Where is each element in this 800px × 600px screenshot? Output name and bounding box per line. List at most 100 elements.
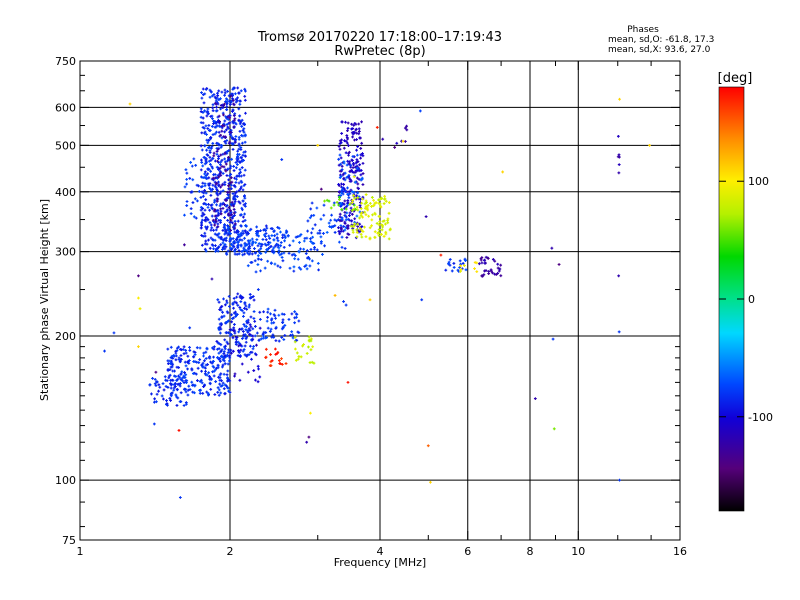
- data-point: [161, 395, 164, 398]
- data-point: [266, 320, 269, 323]
- data-point: [226, 373, 229, 376]
- data-point: [185, 390, 188, 393]
- data-point: [208, 156, 211, 159]
- data-point: [365, 213, 368, 216]
- data-point: [186, 368, 189, 371]
- data-point: [347, 196, 350, 199]
- y-tick-label: 300: [55, 246, 76, 259]
- data-point: [223, 373, 226, 376]
- data-point: [266, 311, 269, 314]
- data-point: [216, 223, 219, 226]
- data-point: [360, 120, 363, 123]
- data-point: [253, 310, 256, 313]
- data-point: [208, 209, 211, 212]
- data-point: [425, 215, 428, 218]
- data-point: [228, 191, 231, 194]
- data-point: [293, 265, 296, 268]
- chart-title: Tromsø 20170220 17:18:00–17:19:43: [257, 30, 502, 45]
- data-point: [323, 200, 326, 203]
- data-point: [189, 161, 192, 164]
- data-point: [244, 150, 247, 153]
- data-point: [243, 213, 246, 216]
- data-point: [355, 149, 358, 152]
- data-point: [254, 379, 257, 382]
- data-point: [129, 103, 132, 106]
- data-point: [253, 247, 256, 250]
- data-point: [475, 261, 478, 264]
- data-point: [499, 264, 502, 267]
- data-point: [316, 249, 319, 252]
- x-tick-label: 6: [464, 545, 471, 558]
- data-point: [306, 352, 309, 355]
- data-point: [185, 364, 188, 367]
- data-point: [376, 126, 379, 129]
- x-tick-label: 16: [673, 545, 687, 558]
- data-point: [292, 240, 295, 243]
- data-point: [220, 130, 223, 133]
- data-point: [176, 366, 179, 369]
- data-point: [186, 200, 189, 203]
- data-point: [242, 199, 245, 202]
- data-point: [224, 303, 227, 306]
- y-tick-label: 400: [55, 186, 76, 199]
- data-point: [222, 298, 225, 301]
- data-point: [212, 173, 215, 176]
- data-point: [257, 254, 260, 257]
- data-point: [269, 353, 272, 356]
- data-point: [218, 301, 221, 304]
- data-point: [201, 149, 204, 152]
- data-point: [342, 300, 345, 303]
- data-point: [395, 142, 398, 145]
- data-point: [383, 195, 386, 198]
- data-point: [185, 172, 188, 175]
- data-point: [305, 441, 308, 444]
- data-point: [216, 298, 219, 301]
- data-point: [345, 236, 348, 239]
- data-point: [244, 169, 247, 172]
- data-point: [156, 393, 159, 396]
- data-point: [232, 350, 235, 353]
- data-point: [357, 123, 360, 126]
- data-point: [215, 228, 218, 231]
- data-point: [223, 387, 226, 390]
- data-point: [255, 226, 258, 229]
- data-point: [157, 390, 160, 393]
- data-point: [204, 242, 207, 245]
- data-point: [648, 144, 651, 147]
- data-point: [207, 239, 210, 242]
- data-point: [192, 157, 195, 160]
- data-point: [212, 247, 215, 250]
- data-point: [244, 112, 247, 115]
- data-point: [288, 318, 291, 321]
- data-point: [298, 241, 301, 244]
- data-point: [307, 346, 310, 349]
- data-point: [201, 392, 204, 395]
- data-point: [215, 106, 218, 109]
- data-point: [219, 332, 222, 335]
- data-point: [247, 371, 250, 374]
- data-point: [365, 193, 368, 196]
- data-point: [204, 184, 207, 187]
- data-point: [223, 338, 226, 341]
- phases-x-stats: mean, sd,X: 93.6, 27.0: [608, 45, 711, 55]
- data-point: [501, 171, 504, 174]
- data-point: [248, 304, 251, 307]
- data-point: [251, 238, 254, 241]
- data-point: [337, 158, 340, 161]
- data-point: [238, 136, 241, 139]
- x-axis-label: Frequency [MHz]: [334, 556, 426, 569]
- data-point: [369, 298, 372, 301]
- data-point: [384, 233, 387, 236]
- data-point: [258, 311, 261, 314]
- data-point: [206, 108, 209, 111]
- data-point: [360, 236, 363, 239]
- data-point: [213, 224, 216, 227]
- data-point: [223, 120, 226, 123]
- data-point: [388, 212, 391, 215]
- data-point: [197, 367, 200, 370]
- data-point: [272, 321, 275, 324]
- data-point: [265, 348, 268, 351]
- data-point: [323, 204, 326, 207]
- data-point: [201, 244, 204, 247]
- y-tick-label: 600: [55, 101, 76, 114]
